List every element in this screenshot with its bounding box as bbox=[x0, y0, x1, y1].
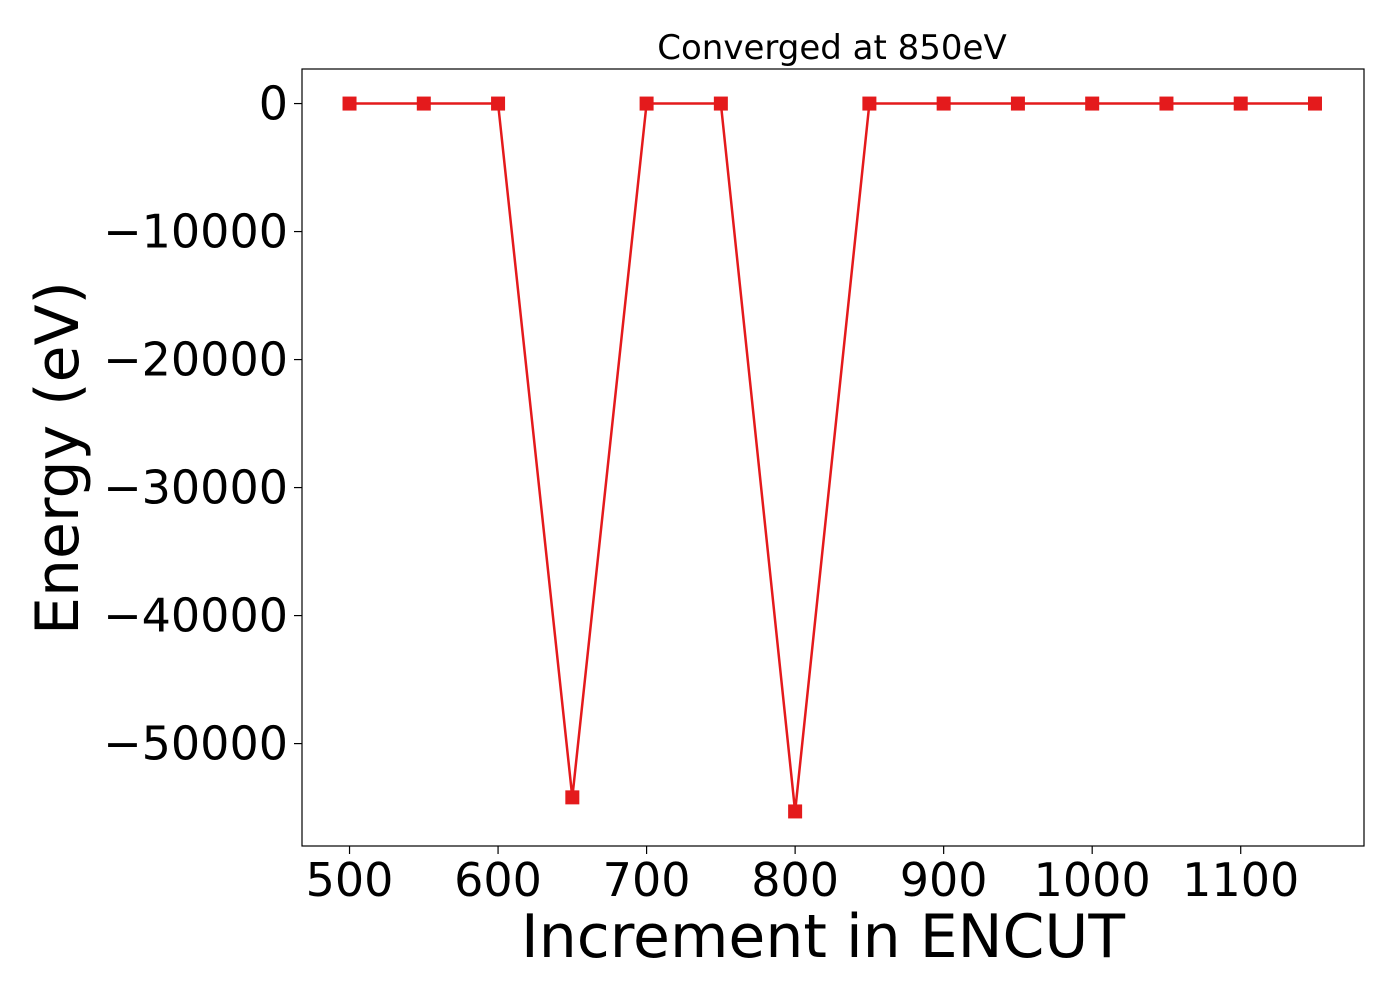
data-point bbox=[1085, 96, 1100, 111]
y-axis-label: Energy (eV) bbox=[23, 281, 93, 635]
x-tick-label: 500 bbox=[306, 853, 394, 907]
data-point bbox=[1010, 96, 1025, 111]
data-point bbox=[416, 96, 431, 111]
y-tick-label: 0 bbox=[259, 77, 288, 131]
series-line bbox=[349, 102, 1315, 812]
y-tick-label: −10000 bbox=[103, 205, 288, 259]
x-tick-label: 800 bbox=[751, 853, 839, 907]
y-tick-label: −50000 bbox=[103, 717, 288, 771]
x-tick-label: 1100 bbox=[1182, 853, 1299, 907]
x-tick-label: 1000 bbox=[1034, 853, 1151, 907]
data-point bbox=[565, 790, 580, 805]
series-layer bbox=[342, 96, 1322, 819]
x-tick-label: 900 bbox=[900, 853, 988, 907]
x-tick-label: 600 bbox=[454, 853, 542, 907]
data-point bbox=[639, 96, 654, 111]
y-tick-label: −40000 bbox=[103, 589, 288, 643]
y-tick-label: −20000 bbox=[103, 333, 288, 387]
data-point bbox=[936, 96, 951, 111]
data-point bbox=[1159, 96, 1174, 111]
data-point bbox=[788, 804, 803, 819]
plot-frame bbox=[301, 68, 1365, 847]
data-point bbox=[1307, 96, 1322, 111]
y-axis-ticks: 0 −10000 −20000 −30000 −40000 −50000 bbox=[103, 77, 302, 771]
data-point bbox=[1233, 96, 1248, 111]
x-tick-label: 700 bbox=[603, 853, 691, 907]
data-point bbox=[491, 96, 506, 111]
plot-area bbox=[301, 68, 1365, 847]
data-point bbox=[713, 96, 728, 111]
data-point bbox=[342, 96, 357, 111]
data-point bbox=[862, 96, 877, 111]
y-tick-label: −30000 bbox=[103, 461, 288, 515]
x-axis-label: Increment in ENCUT bbox=[521, 902, 1125, 972]
x-axis-ticks: 500 600 700 800 900 1000 1100 bbox=[306, 846, 1299, 907]
chart-title: Converged at 850eV bbox=[657, 28, 1006, 68]
